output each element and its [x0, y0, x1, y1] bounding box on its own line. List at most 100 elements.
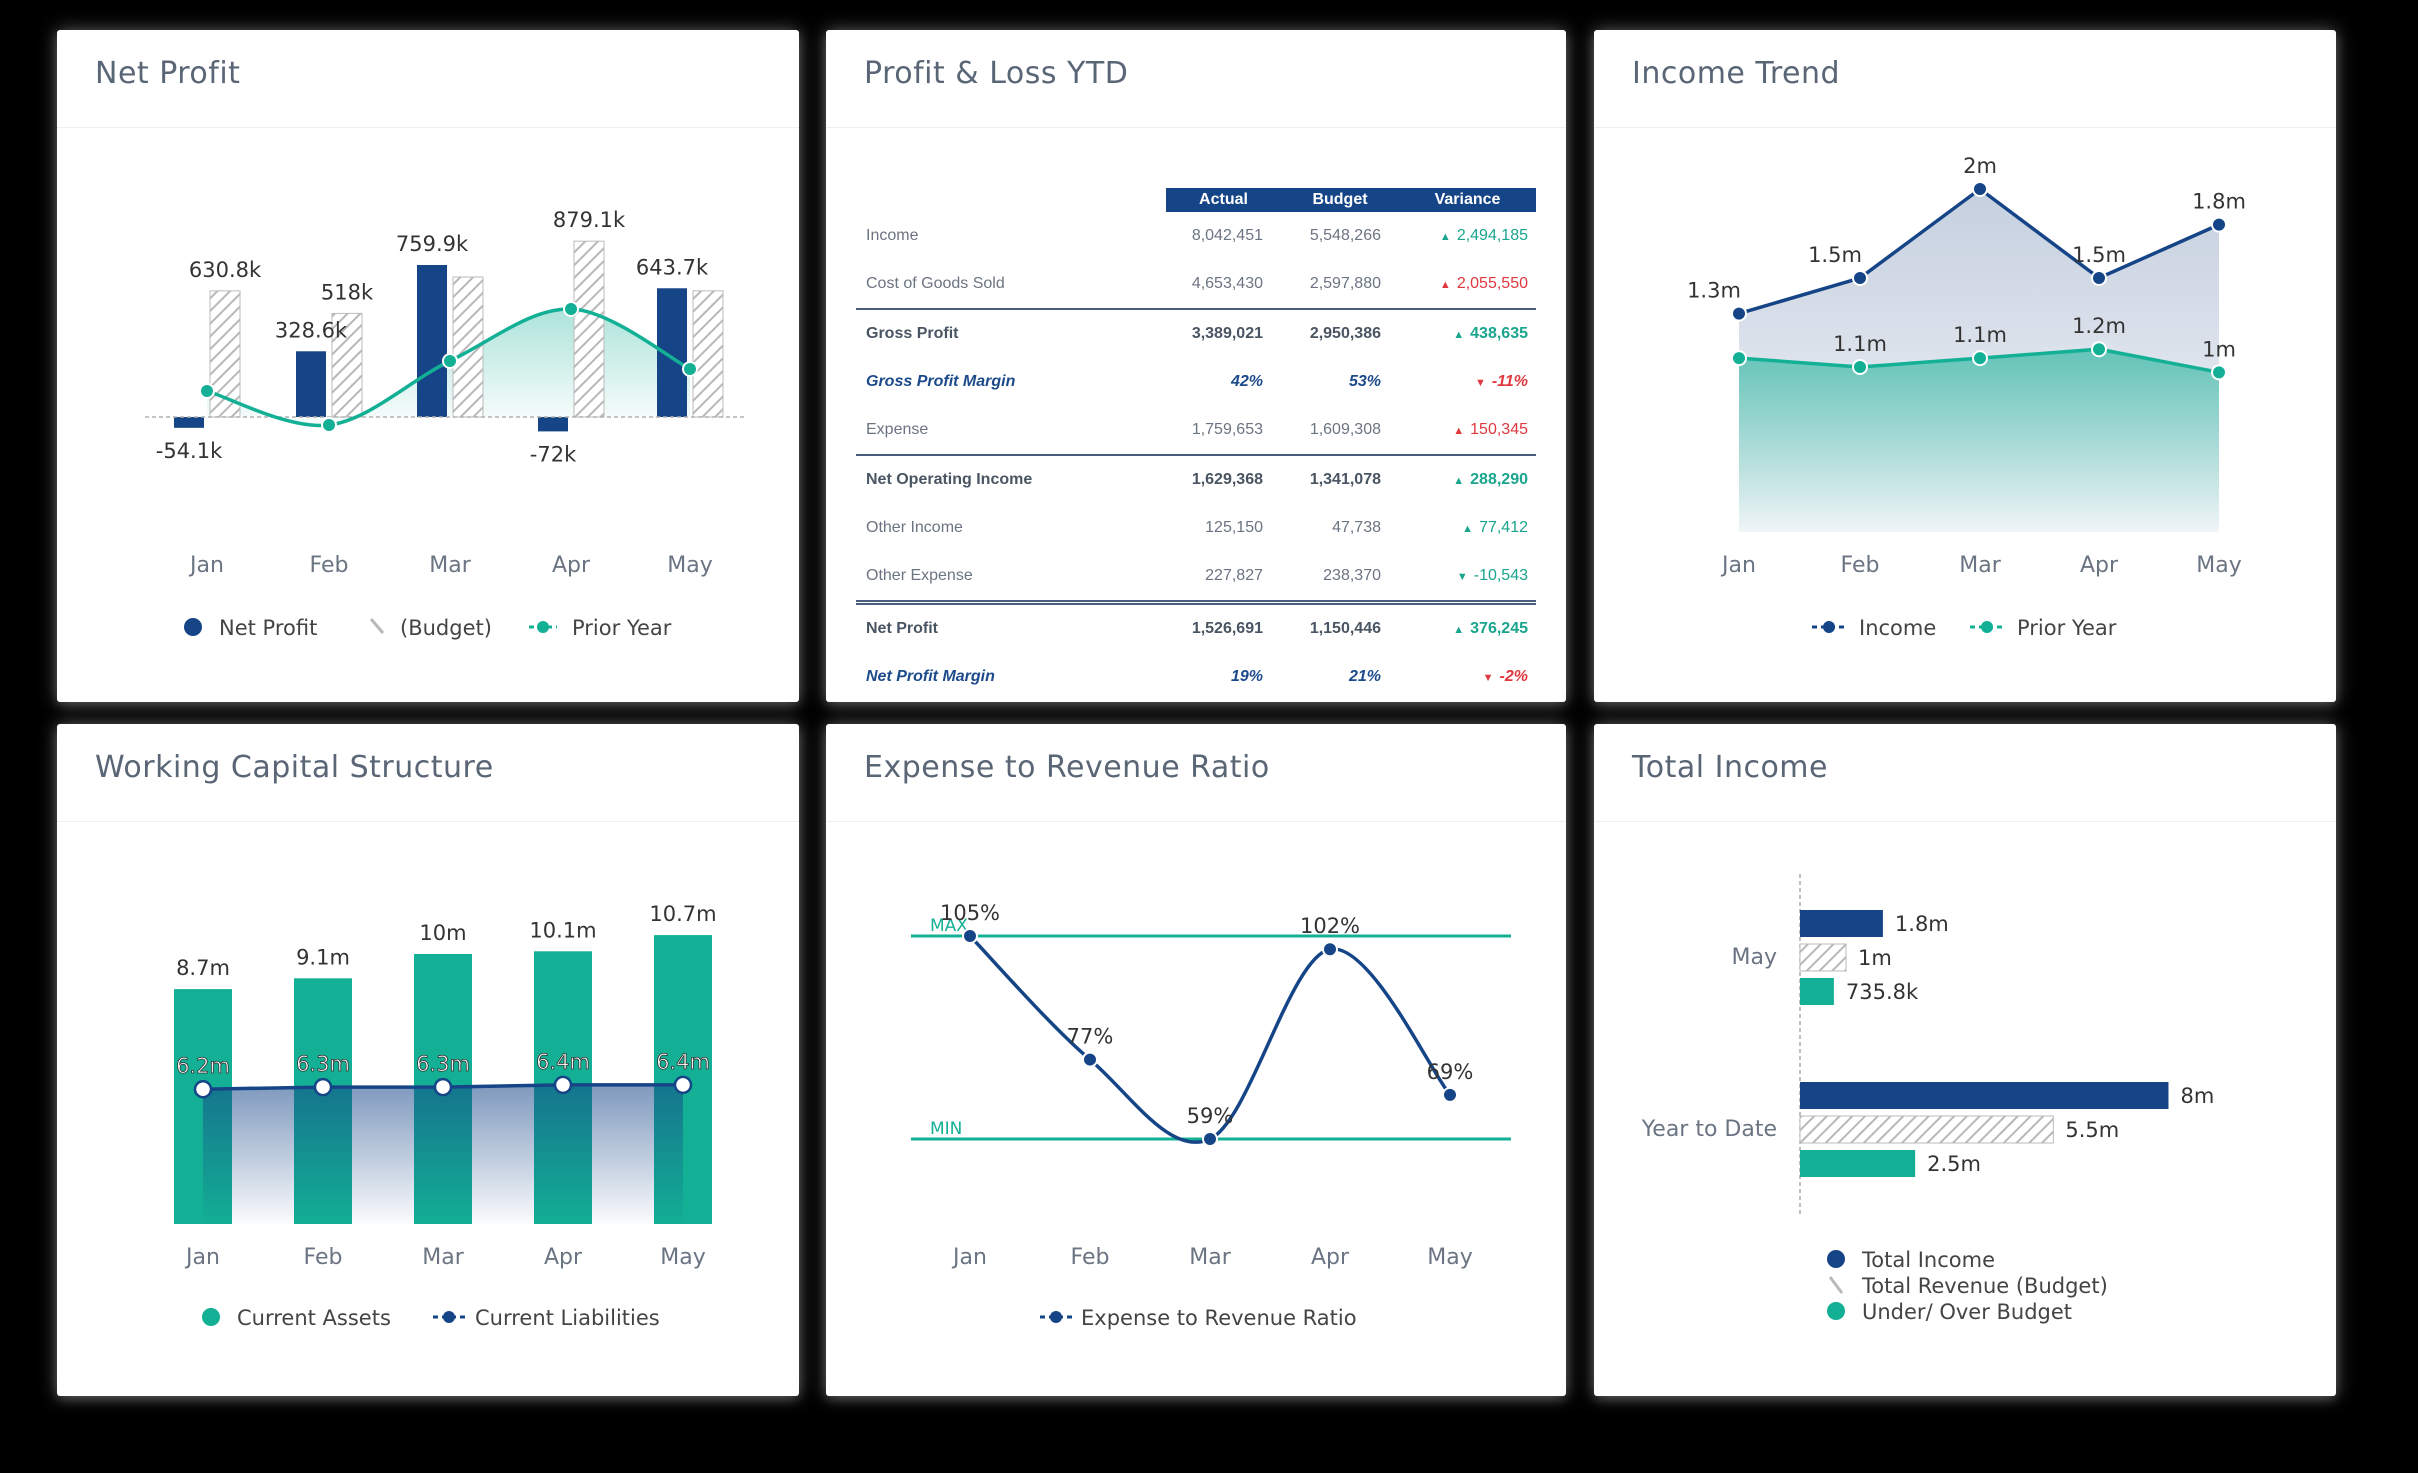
legend-budget-swatch: [1828, 1276, 1844, 1294]
triangle-down-icon: ▼: [1456, 571, 1468, 583]
legend-prior-year-swatch: [537, 621, 549, 633]
pl-budget: 1,609,308: [1281, 406, 1399, 455]
pl-actual: 1,526,691: [1166, 600, 1281, 653]
pl-label-text: Expense: [866, 421, 929, 438]
net-profit-data-label: 759.9k: [396, 232, 469, 256]
net-profit-bar: [296, 351, 326, 417]
income-point: [1731, 305, 1747, 322]
net-profit-bar: [417, 265, 447, 417]
net-profit-data-label: 328.6k: [275, 318, 348, 342]
current-assets-data-label: 10m: [419, 921, 466, 945]
pl-budget: 2,950,386: [1281, 308, 1399, 358]
pl-variance-text: 2,494,185: [1456, 227, 1528, 244]
expense-ratio-point: [1322, 941, 1338, 958]
pl-label: Gross Profit Margin: [856, 358, 1166, 406]
budget-data-label: 630.8k: [189, 258, 262, 282]
pl-actual-text: 42%: [1230, 373, 1263, 390]
current-liabilities-data-label: 6.2m: [176, 1054, 230, 1078]
prior-year-point: [2091, 341, 2107, 358]
income-point: [2091, 270, 2107, 286]
current-liabilities-point: [193, 1079, 213, 1099]
x-tick-label: Feb: [304, 1245, 343, 1270]
legend-prior-year-label: Prior Year: [572, 616, 672, 640]
pl-label-text: Gross Profit: [866, 325, 959, 342]
x-tick-label: Jan: [1720, 553, 1756, 578]
current-liabilities-data-label: 6.3m: [296, 1052, 350, 1076]
current-assets-data-label: 9.1m: [296, 945, 350, 969]
pl-label: Expense: [856, 406, 1166, 455]
pl-budget-text: 5,548,266: [1309, 227, 1381, 244]
pl-row: Expense 1,759,653 1,609,308 ▲ 150,345: [856, 406, 1536, 455]
prior-year-point: [1972, 350, 1988, 367]
pl-row: Gross Profit 3,389,021 2,950,386 ▲ 438,635: [856, 308, 1536, 358]
legend-expense-ratio-label: Expense to Revenue Ratio: [1081, 1306, 1357, 1330]
x-tick-label: Apr: [1311, 1245, 1350, 1270]
max-label: MAX: [930, 916, 968, 936]
pl-row: Gross Profit Margin 42% 53% ▼ -11%: [856, 358, 1536, 406]
pl-label-text: Gross Profit Margin: [866, 373, 1016, 390]
x-tick-label: Feb: [1841, 553, 1880, 578]
legend-label: Total Income: [1861, 1248, 1995, 1272]
net-profit-data-label: -72k: [530, 442, 577, 466]
pl-variance: ▲ 288,290: [1399, 454, 1536, 504]
divider: [57, 821, 799, 822]
budget-bar: [1799, 1115, 2054, 1144]
expense-ratio-chart: MAX MIN 105% 77% 59% 102% 69% Jan Feb Mar Apr May Ex…: [911, 901, 1511, 1330]
current-liabilities-point: [433, 1077, 453, 1097]
pl-actual: 19%: [1166, 653, 1281, 701]
current-liabilities-point: [313, 1077, 333, 1097]
legend-income-label: Income: [1859, 616, 1936, 640]
triangle-up-icon: ▲: [1453, 624, 1465, 636]
expense-ratio-point: [1202, 1130, 1218, 1147]
legend-current-assets-swatch: [202, 1308, 220, 1326]
legend-current-liabilities-label: Current Liabilities: [475, 1306, 660, 1330]
card-expense-ratio: Expense to Revenue Ratio MAX MIN 105% 77% 59…: [826, 724, 1566, 1396]
budget-bar: [1799, 943, 1847, 972]
under-over-budget-bar: [1800, 1150, 1916, 1177]
current-liabilities-data-label: 6.4m: [656, 1050, 710, 1074]
x-tick-label: Apr: [2080, 553, 2119, 578]
net-profit-bar: [538, 417, 568, 432]
current-liabilities-data-label: 6.4m: [536, 1050, 590, 1074]
pl-budget: 53%: [1281, 358, 1399, 406]
prior-year-data-label: 1.1m: [1953, 323, 2007, 347]
header-actual: Actual: [1166, 188, 1281, 212]
pl-label: Net Profit Margin: [856, 653, 1166, 701]
pl-budget: 1,341,078: [1281, 454, 1399, 504]
budget-bar: [692, 290, 724, 418]
income-data-label: 1.3m: [1687, 279, 1741, 303]
pl-variance: ▲ 376,245: [1399, 600, 1536, 653]
pl-actual: 1,759,653: [1166, 406, 1281, 455]
legend-current-assets-label: Current Assets: [237, 1306, 391, 1330]
expense-ratio-data-label: 59%: [1187, 1104, 1234, 1128]
pl-label-text: Cost of Goods Sold: [866, 275, 1005, 292]
pl-budget-text: 1,609,308: [1309, 421, 1381, 438]
current-assets-data-label: 10.1m: [529, 918, 596, 942]
budget-bar: [331, 312, 363, 418]
budget-bar: [573, 240, 605, 418]
pl-variance-text: 376,245: [1470, 620, 1528, 637]
pl-label: Gross Profit: [856, 308, 1166, 358]
legend-prior-year-swatch: [1981, 621, 1993, 633]
pl-actual: 4,653,430: [1166, 260, 1281, 309]
card-title: Working Capital Structure: [95, 750, 494, 785]
prior-year-point: [1731, 350, 1747, 367]
pl-budget: 21%: [1281, 653, 1399, 701]
budget-data-label: 879.1k: [553, 208, 626, 232]
pl-actual-text: 19%: [1230, 668, 1263, 685]
expense-ratio-point: [1442, 1086, 1458, 1103]
legend-net-profit-label: Net Profit: [219, 616, 317, 640]
pl-label-text: Net Profit Margin: [866, 668, 995, 685]
x-tick-label: May: [1427, 1245, 1472, 1270]
pl-label: Cost of Goods Sold: [856, 260, 1166, 309]
triangle-up-icon: ▲: [1453, 329, 1465, 341]
pl-actual: 125,150: [1166, 504, 1281, 552]
current-liabilities-area: [203, 1084, 683, 1224]
pl-actual: 3,389,021: [1166, 308, 1281, 358]
divider: [1594, 821, 2336, 822]
x-tick-label: Jan: [188, 553, 224, 578]
triangle-up-icon: ▲: [1453, 475, 1465, 487]
current-liabilities-data-label: 6.3m: [416, 1052, 470, 1076]
card-title: Net Profit: [95, 56, 241, 91]
prior-year-area: [1739, 349, 2219, 532]
